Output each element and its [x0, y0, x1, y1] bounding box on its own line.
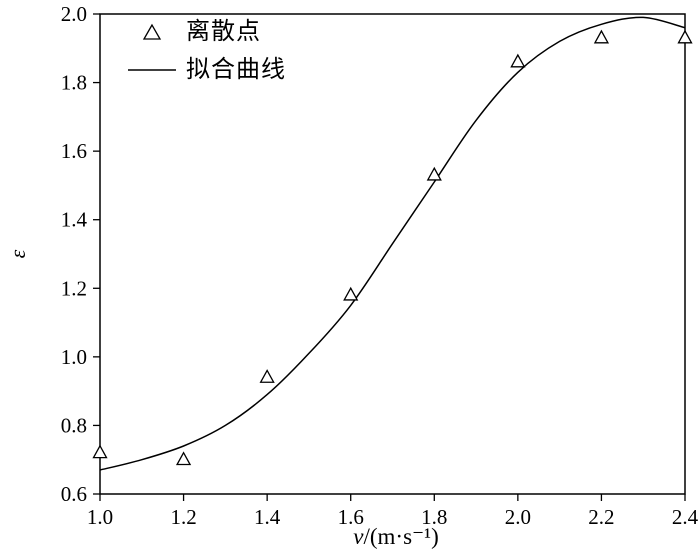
x-tick-label: 2.4: [672, 505, 699, 529]
x-tick-label: 2.2: [588, 505, 614, 529]
x-tick-label: 2.0: [505, 505, 531, 529]
line-marker-icon: [128, 67, 176, 73]
legend: 离散点 拟合曲线: [128, 16, 286, 86]
y-tick-label: 0.8: [61, 413, 87, 437]
y-tick-label: 1.8: [61, 71, 87, 95]
y-tick-label: 1.0: [61, 345, 87, 369]
legend-item-scatter: 离散点: [128, 16, 286, 48]
scatter-point: [426, 166, 442, 181]
x-axis-label-variable: v: [353, 524, 364, 549]
y-tick-label: 1.6: [61, 139, 87, 163]
y-tick-label: 1.4: [61, 208, 88, 232]
scatter-point: [175, 451, 192, 466]
triangle-marker-icon: [128, 23, 176, 41]
scatter-point: [343, 286, 359, 301]
scatter-point: [92, 444, 108, 459]
scatter-point: [677, 29, 693, 44]
scatter-point: [593, 29, 610, 44]
y-tick-label: 1.2: [61, 276, 87, 300]
x-axis-label-units: /(m·s⁻¹): [363, 524, 439, 549]
scatter-point: [510, 53, 526, 68]
y-axis-label: ε: [5, 249, 30, 259]
legend-label-line: 拟合曲线: [186, 57, 286, 83]
x-tick-label: 1.0: [87, 505, 113, 529]
x-tick-label: 1.8: [421, 505, 447, 529]
x-tick-label: 1.6: [338, 505, 364, 529]
legend-item-line: 拟合曲线: [128, 54, 286, 86]
x-tick-label: 1.2: [170, 505, 196, 529]
y-tick-label: 2.0: [61, 2, 87, 26]
plot-frame: [99, 13, 686, 495]
scatter-point: [259, 369, 275, 383]
x-axis-label: v/(m·s⁻¹): [0, 524, 700, 550]
y-tick-label: 0.6: [61, 482, 87, 506]
x-tick-label: 1.4: [254, 505, 281, 529]
fitted-curve: [99, 16, 686, 471]
legend-label-scatter: 离散点: [186, 19, 261, 45]
